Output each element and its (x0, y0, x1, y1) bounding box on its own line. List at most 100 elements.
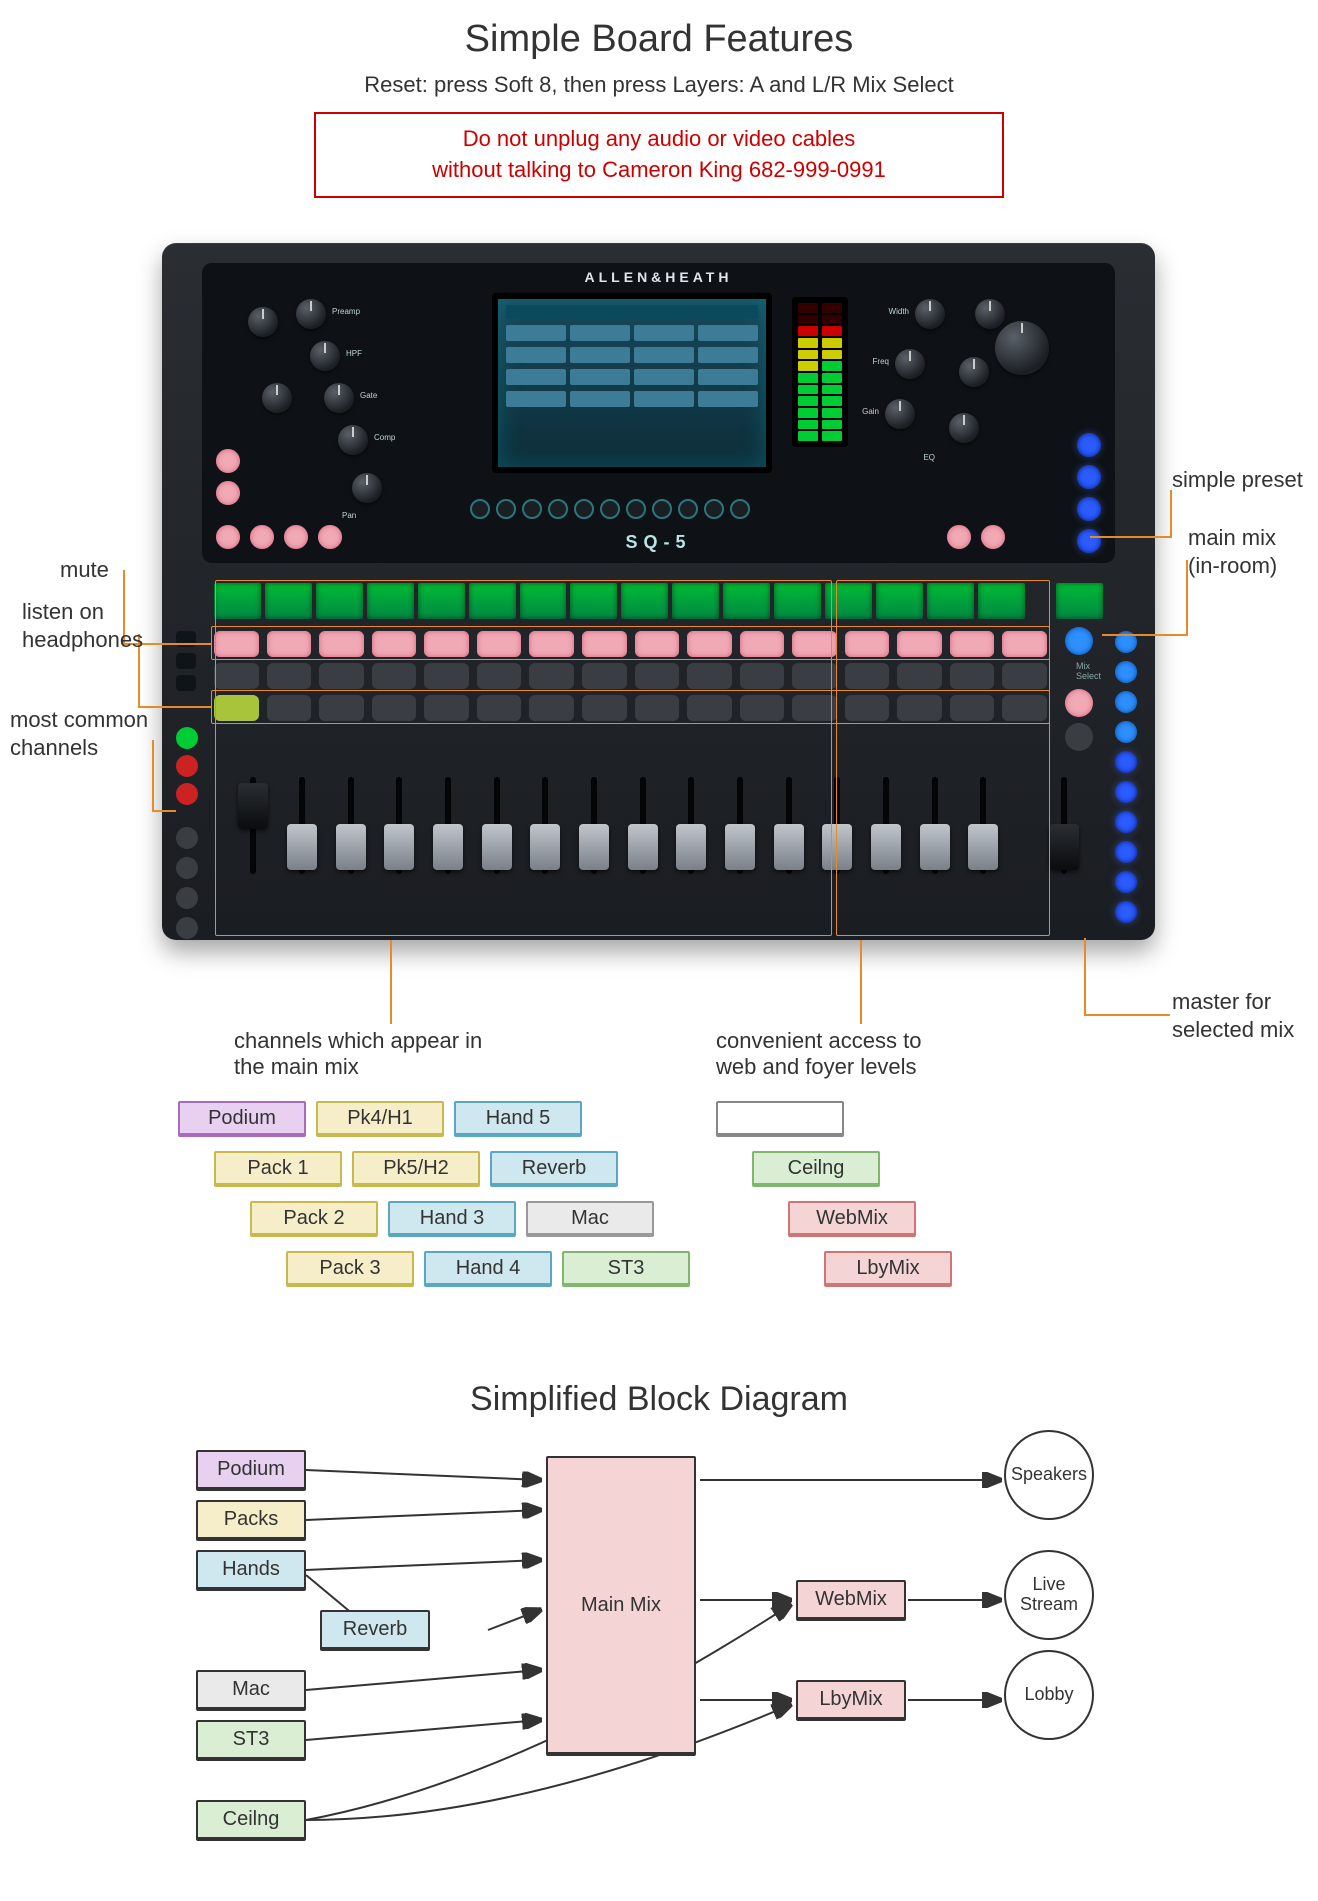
main-grid-title: channels which appear in the main mix (234, 1028, 482, 1080)
vline-preset (1170, 490, 1172, 536)
knob-r1 (975, 299, 1005, 329)
eq-label: EQ (923, 453, 935, 462)
preamp-knob (296, 299, 326, 329)
bd-input-podium: Podium (196, 1450, 306, 1491)
channel-reverb: Reverb (490, 1151, 618, 1187)
width-label: Width (889, 307, 909, 316)
bd-input-st3: ST3 (196, 1720, 306, 1761)
channel-pack-3: Pack 3 (286, 1251, 414, 1287)
callout-listen: listen on headphones (22, 598, 143, 653)
master-sel (1065, 723, 1093, 751)
knob-extra-2 (262, 383, 292, 413)
comp-label: Comp (374, 433, 395, 442)
fx-btn-3 (1077, 497, 1101, 521)
callout-common: most common channels (10, 706, 148, 761)
line-master (1084, 1014, 1170, 1016)
block-diagram-title: Simplified Block Diagram (0, 1380, 1318, 1419)
warning-line-1: Do not unplug any audio or video cables (336, 124, 982, 155)
mixer-brand: ALLEN&HEATH (202, 269, 1115, 285)
pan-knob (352, 473, 382, 503)
knob-extra-1 (248, 307, 278, 337)
soft-1 (216, 449, 240, 473)
block-diagram: Simplified Block Diagram (0, 1380, 1318, 1900)
gain-knob (885, 399, 915, 429)
channel-blank (716, 1101, 844, 1137)
channel-lbymix: LbyMix (824, 1251, 952, 1287)
layer-buttons (176, 827, 198, 939)
warning-line-2: without talking to Cameron King 682-999-… (336, 155, 982, 186)
callout-mute: mute (60, 556, 109, 584)
hpf-label: HPF (346, 349, 362, 358)
lr-mix-btn (1065, 627, 1093, 655)
screen-nav-buttons (470, 499, 796, 519)
page-subtitle: Reset: press Soft 8, then press Layers: … (0, 72, 1318, 98)
channel-hand-4: Hand 4 (424, 1251, 552, 1287)
mix-select-column (1115, 631, 1137, 923)
preamp-label: Preamp (332, 307, 360, 316)
copy-paste-reset (176, 727, 198, 805)
gain-label: Gain (862, 407, 879, 416)
channel-podium: Podium (178, 1101, 306, 1137)
bd-input-hands: Hands (196, 1550, 306, 1591)
channel-pack-1: Pack 1 (214, 1151, 342, 1187)
hpf-knob (310, 341, 340, 371)
vline-main-grid (390, 940, 392, 1024)
soft-2 (216, 481, 240, 505)
freq-label: Freq (873, 357, 889, 366)
bd-input-packs: Packs (196, 1500, 306, 1541)
page-root: Simple Board Features Reset: press Soft … (0, 0, 1318, 1901)
line-listen (138, 706, 212, 708)
channel-mac: Mac (526, 1201, 654, 1237)
channel-grid-left: Podium Pk4/H1 Hand 5 Pack 1 Pk5/H2 Reverb Pack… (178, 1094, 738, 1294)
bd-mix-lbymix: LbyMix (796, 1680, 906, 1721)
bd-main-mix: Main Mix (546, 1456, 696, 1756)
channel-hand-3: Hand 3 (388, 1201, 516, 1237)
callout-preset: simple preset (1172, 466, 1303, 494)
big-knob (995, 321, 1049, 375)
aux-grid-title: convenient access to web and foyer level… (716, 1028, 921, 1080)
level-meters (792, 297, 848, 447)
bd-mix-webmix: WebMix (796, 1580, 906, 1621)
freq-knob (895, 349, 925, 379)
channel-webmix: WebMix (788, 1201, 916, 1237)
fx-btn-2 (1077, 465, 1101, 489)
channel-st3: ST3 (562, 1251, 690, 1287)
channel-ceilng: Ceilng (752, 1151, 880, 1187)
line-preset (1090, 536, 1172, 538)
channel-pk5-h2: Pk5/H2 (352, 1151, 480, 1187)
line-mainmix (1102, 634, 1186, 636)
gate-knob (324, 383, 354, 413)
mixer-touchscreen (492, 293, 772, 473)
gate-label: Gate (360, 391, 377, 400)
page-title: Simple Board Features (0, 18, 1318, 61)
channel-pk4-h1: Pk4/H1 (316, 1101, 444, 1137)
bd-output-lobby: Lobby (1004, 1650, 1094, 1740)
knob-r3 (949, 413, 979, 443)
channel-grid-right: Ceilng WebMix LbyMix (716, 1094, 1016, 1294)
vline-layers (152, 740, 154, 810)
bd-output-live-stream: Live Stream (1004, 1550, 1094, 1640)
mixer-top-panel: ALLEN&HEATH Preamp HPF (202, 263, 1115, 563)
vline-aux-grid (860, 940, 862, 1024)
highlight-main-channels (215, 580, 832, 936)
master-mute (1065, 689, 1093, 717)
channel-hand-5: Hand 5 (454, 1101, 582, 1137)
assign-buttons (176, 631, 196, 691)
fx-btn-1 (1077, 433, 1101, 457)
soft-buttons-left (216, 449, 240, 505)
comp-knob (338, 425, 368, 455)
mix-select-label: MixSelect (1076, 661, 1101, 681)
callout-master: master for selected mix (1172, 988, 1294, 1043)
mixer-model: SQ-5 (202, 532, 1115, 553)
channel-pack-2: Pack 2 (250, 1201, 378, 1237)
bd-output-speakers: Speakers (1004, 1430, 1094, 1520)
pan-label: Pan (342, 511, 356, 520)
warning-box: Do not unplug any audio or video cables … (314, 112, 1004, 198)
vline-master (1084, 938, 1086, 1014)
bd-input-ceilng: Ceilng (196, 1800, 306, 1841)
knob-r2 (959, 357, 989, 387)
highlight-aux-channels (836, 580, 1050, 936)
width-knob (915, 299, 945, 329)
callout-mainmix: main mix (in-room) (1188, 524, 1277, 579)
bd-input-reverb: Reverb (320, 1610, 430, 1651)
